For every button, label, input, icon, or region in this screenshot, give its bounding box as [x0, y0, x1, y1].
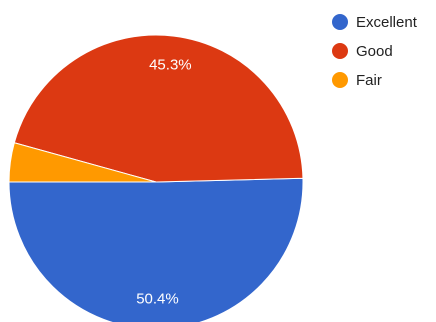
pie-slice-good — [13, 34, 304, 183]
pie-slice-labels: 50.4% 45.3% — [136, 56, 191, 307]
legend-item-good: Good — [332, 41, 417, 61]
pie-slice-fair — [8, 142, 157, 183]
pie-label-good: 45.3% — [149, 56, 192, 73]
pie-slice-excellent — [8, 177, 304, 322]
pie-label-excellent: 50.4% — [136, 291, 179, 308]
legend-swatch-excellent — [332, 14, 348, 30]
legend-swatch-good — [332, 43, 348, 59]
legend-label-good: Good — [356, 42, 393, 60]
legend-item-fair: Fair — [332, 70, 417, 90]
pie-slices — [8, 34, 304, 322]
legend-label-fair: Fair — [356, 71, 382, 89]
legend-label-excellent: Excellent — [356, 13, 417, 31]
chart-legend: Excellent Good Fair — [332, 12, 417, 99]
legend-swatch-fair — [332, 72, 348, 88]
legend-item-excellent: Excellent — [332, 12, 417, 32]
